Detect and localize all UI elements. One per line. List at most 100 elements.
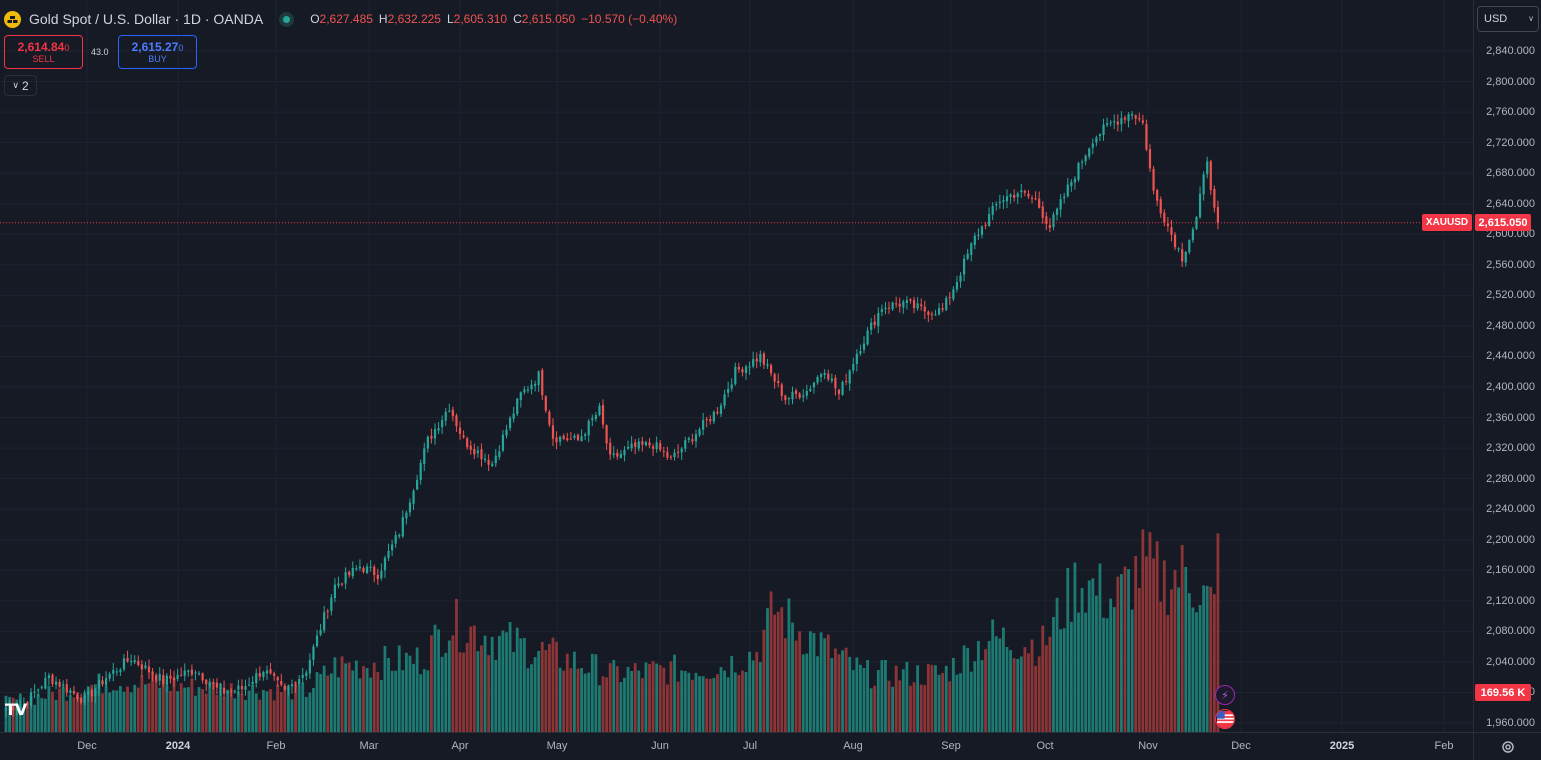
candle-body [887,307,891,309]
high-value: 2,632.225 [387,12,441,26]
volume-bar [884,659,887,732]
high-label: H [378,12,388,26]
price-tick-label: 2,040.000 [1486,655,1535,668]
candle [687,436,690,443]
volume-bar [640,678,644,732]
volume-bar [1170,589,1173,732]
candle-body [373,566,376,576]
time-tick-label: 2024 [165,740,191,752]
candle-body [537,371,540,386]
volume-bar [580,668,583,732]
candle-body [905,300,908,304]
volume-bar [419,674,423,732]
volume-bar [744,671,748,732]
currency-selector[interactable]: USD ∨ [1477,6,1539,32]
candle [190,664,193,677]
candle [294,681,297,694]
market-open-icon[interactable] [279,11,295,27]
volume-bar [1180,545,1184,732]
lightning-icon[interactable]: ⚡ [1215,685,1235,705]
sell-price-sup: 0 [64,43,70,53]
candle [44,671,47,690]
candle [1206,156,1209,179]
candle-body [105,678,108,686]
candle-body [355,568,358,570]
tradingview-logo-icon[interactable]: TV [5,700,27,719]
volume-bar [519,638,523,732]
volume-bar [1187,593,1191,732]
candle [930,311,934,320]
candle-body [855,353,858,365]
volume-bar [144,684,147,732]
gear-icon[interactable] [1500,739,1516,755]
candle-body [33,691,36,693]
candle-body [598,405,601,416]
candle-body [155,675,158,681]
us-flag-icon[interactable] [1215,709,1235,729]
candle [1127,112,1130,128]
volume-bar [369,677,373,732]
candle [258,666,261,681]
sell-button[interactable]: 2,614.840 SELL [4,35,83,69]
candle-body [197,673,201,675]
time-axis[interactable]: Dec 2024 Feb Mar Apr May Jun Jul Aug Sep Oct Nov Dec… [0,732,1473,760]
candle [330,594,333,616]
candle [87,687,90,702]
symbol-price-tag: XAUUSD [1422,214,1472,232]
price-axis[interactable]: 2,840.000 2,800.000 2,760.000 2,720.000 2,68… [1473,0,1541,732]
volume-bar [1212,594,1216,732]
volume-bar [1130,609,1134,732]
volume-bar [834,648,837,732]
candle [955,275,959,293]
candle [137,655,140,667]
volume-bar [1166,615,1170,732]
volume-bar [462,652,465,732]
candle [591,414,594,427]
candle-body [305,672,308,676]
candle-body [137,660,140,665]
price-tick-label: 2,480.000 [1486,319,1535,332]
candle [694,429,698,448]
volume-bar [1145,556,1148,732]
candle-body [437,428,440,431]
volume-bar [76,692,79,732]
candle [176,668,179,682]
chart-pane[interactable]: Gold Spot / U.S. Dollar · 1D · OANDA O2,… [0,0,1473,732]
time-tick-label: Oct [1036,740,1054,752]
candle [1216,200,1220,230]
volume-bar [626,667,630,732]
volume-bar [558,667,562,732]
candle-body [898,303,901,307]
candle [887,301,891,315]
candle [691,433,694,445]
candle [183,663,186,682]
volume-bar [51,691,54,732]
volume-bar [819,632,823,732]
volume-bar [262,690,265,732]
volume-bar [891,686,894,732]
volume-bar [68,695,72,732]
volume-bar [1109,598,1113,732]
price-chart[interactable] [0,0,1473,732]
candle [1181,242,1184,268]
volume-bar [387,657,390,732]
candle [29,688,33,710]
indicators-toggle-button[interactable]: ∨ 2 [4,75,37,96]
candle [1023,189,1026,197]
volume-bars [4,529,1220,732]
symbol-title[interactable]: Gold Spot / U.S. Dollar · 1D · OANDA [29,11,264,27]
candle-body [730,384,733,389]
volume-bar [998,638,1002,732]
candle [19,699,22,717]
volume-bar [866,660,869,732]
volume-bar [719,667,723,732]
buy-button[interactable]: 2,615.270 BUY [118,35,197,69]
candle [923,300,926,320]
candle-body [508,417,512,429]
candle [265,665,269,680]
candle-body [902,301,905,308]
volume-bar [887,680,891,732]
candle-body [827,373,830,380]
volume-bar [1105,618,1109,732]
volume-bar [691,679,694,732]
